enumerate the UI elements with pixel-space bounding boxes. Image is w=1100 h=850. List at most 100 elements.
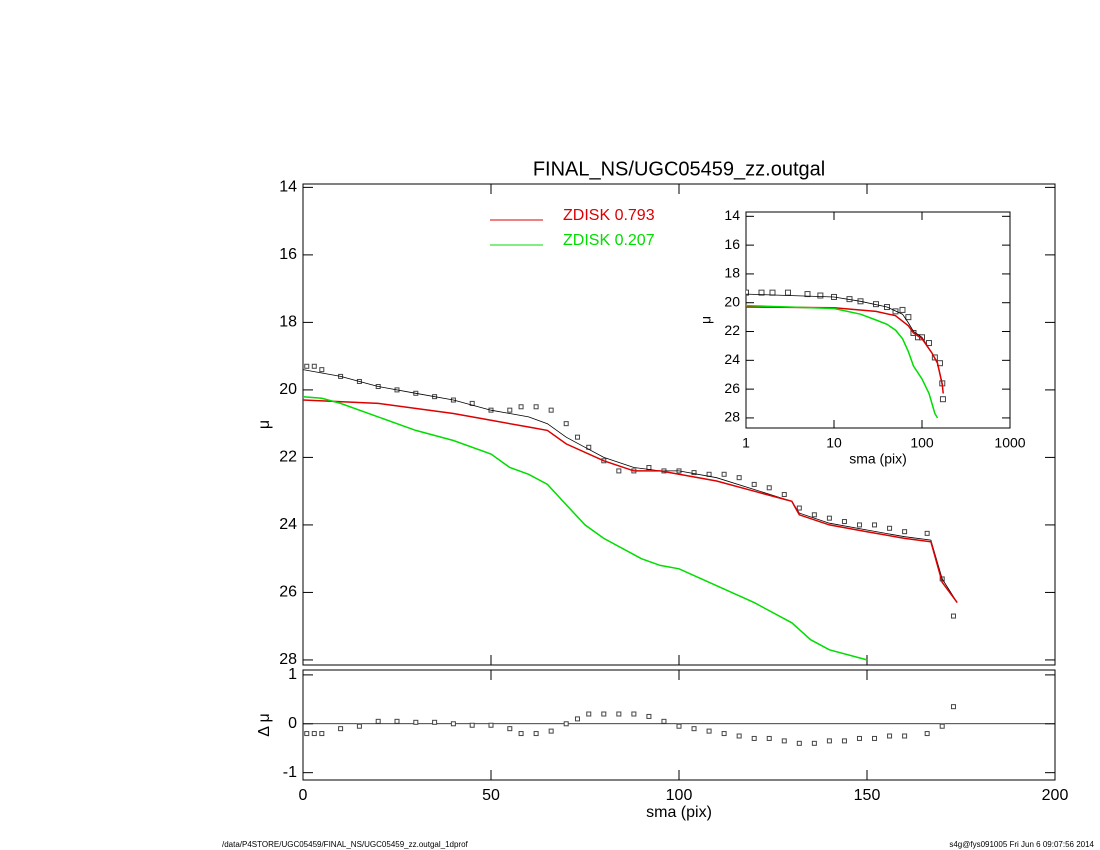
data-point — [796, 740, 802, 746]
data-point — [746, 289, 749, 296]
series-line — [746, 306, 944, 394]
data-point — [375, 718, 381, 724]
data-point — [924, 731, 930, 737]
data-point — [781, 738, 787, 744]
data-point — [925, 340, 932, 347]
data-point — [766, 735, 772, 741]
data-point — [676, 723, 682, 729]
data-point — [950, 704, 956, 710]
data-point — [574, 716, 580, 722]
data-point — [826, 515, 832, 521]
y-tick-label: 22 — [279, 449, 297, 466]
y-tick-label: 14 — [724, 207, 740, 223]
series-line — [303, 399, 958, 604]
data-point — [811, 512, 817, 518]
y-tick-label: 20 — [279, 381, 297, 398]
y-axis-label: Δ μ — [256, 713, 273, 736]
data-point — [311, 731, 317, 737]
data-point — [899, 306, 906, 313]
x-axis-label: sma (pix) — [849, 451, 907, 467]
plot-frame — [745, 211, 1011, 429]
y-tick-label: -1 — [283, 764, 297, 781]
legend-label: ZDISK 0.793 — [563, 207, 655, 224]
data-point — [338, 726, 344, 732]
data-point — [356, 723, 362, 729]
y-axis-label: μ — [698, 316, 714, 324]
y-tick-label: 22 — [724, 322, 740, 338]
legend-label: ZDISK 0.207 — [563, 232, 655, 249]
series-line — [303, 395, 868, 661]
data-point — [736, 733, 742, 739]
x-tick-label: 100 — [910, 435, 934, 451]
y-tick-label: 24 — [724, 351, 740, 367]
data-point — [817, 292, 824, 299]
y-tick-label: 18 — [279, 314, 297, 331]
data-point — [304, 363, 310, 369]
data-point — [450, 721, 456, 727]
data-point — [469, 722, 475, 728]
data-point — [304, 731, 310, 737]
data-point — [758, 289, 765, 296]
data-point — [887, 733, 893, 739]
data-point — [939, 723, 945, 729]
y-tick-label: 26 — [279, 584, 297, 601]
data-point — [706, 728, 712, 734]
x-tick-label: 1 — [742, 435, 750, 451]
data-point — [784, 289, 791, 296]
y-tick-label: 16 — [724, 236, 740, 252]
y-tick-label: 20 — [724, 293, 740, 309]
data-point — [488, 722, 494, 728]
data-point — [311, 363, 317, 369]
y-tick-label: 24 — [279, 516, 297, 533]
data-point — [826, 738, 832, 744]
data-point — [924, 530, 930, 536]
data-point — [691, 726, 697, 732]
data-point — [574, 434, 580, 440]
data-point — [769, 289, 776, 296]
data-point — [751, 481, 757, 487]
data-point — [804, 291, 811, 298]
data-point — [721, 731, 727, 737]
x-axis-label: sma (pix) — [646, 804, 712, 821]
data-point — [766, 485, 772, 491]
data-point — [518, 404, 524, 410]
data-point — [533, 731, 539, 737]
x-tick-label: 200 — [1042, 787, 1069, 804]
data-point — [646, 713, 652, 719]
data-point — [661, 718, 667, 724]
data-point — [507, 407, 513, 413]
data-point — [841, 519, 847, 525]
data-point — [631, 711, 637, 717]
data-point — [586, 711, 592, 717]
y-tick-label: 14 — [279, 179, 297, 196]
chart-title: FINAL_NS/UGC05459_zz.outgal — [533, 158, 825, 180]
y-tick-label: 28 — [724, 409, 740, 425]
y-axis-label: μ — [256, 420, 273, 429]
footer-left: /data/P4STORE/UGC05459/FINAL_NS/UGC05459… — [222, 840, 469, 849]
data-point — [905, 314, 912, 321]
y-tick-label: 28 — [279, 651, 297, 668]
series-line — [746, 304, 939, 419]
data-point — [856, 735, 862, 741]
data-point — [950, 613, 956, 619]
data-point — [548, 407, 554, 413]
plot-area — [304, 704, 956, 746]
plot-area — [303, 363, 958, 661]
data-point — [736, 475, 742, 481]
data-point — [781, 492, 787, 498]
data-point — [563, 721, 569, 727]
y-tick-label: 18 — [724, 265, 740, 281]
data-point — [548, 728, 554, 734]
data-point — [432, 719, 438, 725]
data-point — [841, 738, 847, 744]
data-point — [691, 470, 697, 476]
y-tick-label: 0 — [288, 715, 297, 732]
data-point — [413, 719, 419, 725]
data-point — [751, 735, 757, 741]
data-point — [616, 468, 622, 474]
data-point — [872, 522, 878, 528]
data-point — [507, 726, 513, 732]
data-point — [563, 421, 569, 427]
data-point — [939, 396, 946, 403]
